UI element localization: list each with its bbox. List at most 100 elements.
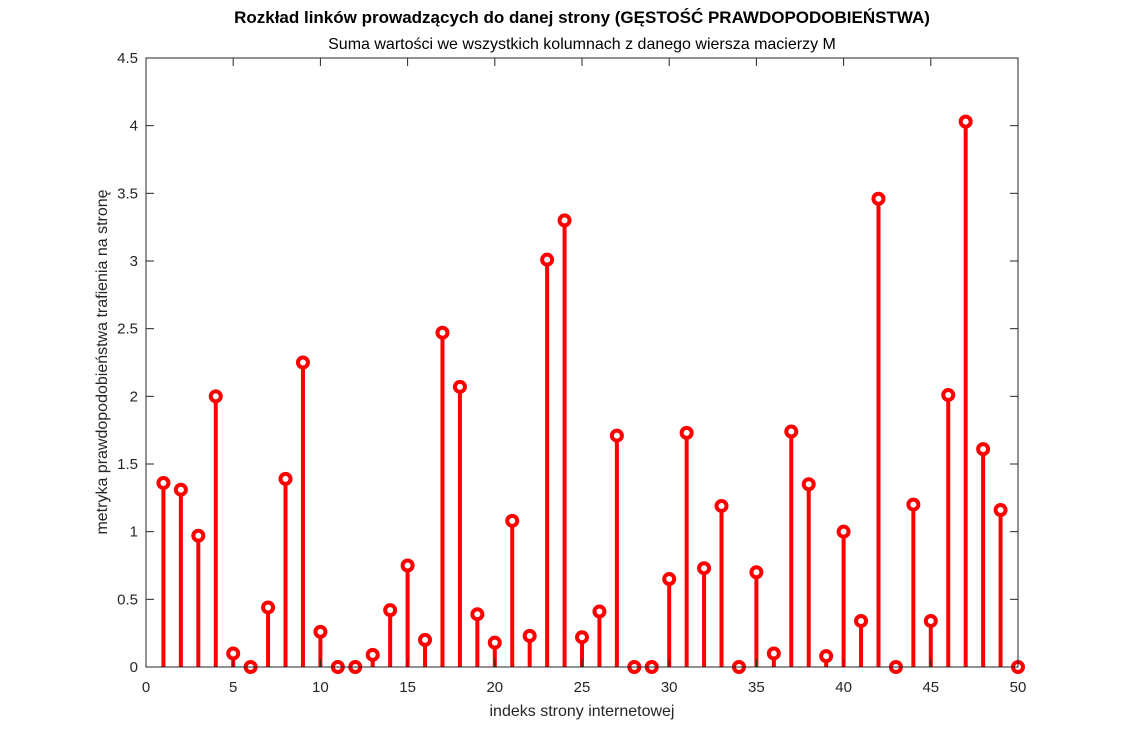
stem-series	[156, 114, 1025, 674]
stem-point	[766, 646, 781, 667]
stem-marker	[156, 475, 171, 490]
stem-point	[435, 325, 450, 667]
x-tick-label: 30	[661, 679, 678, 696]
stem-marker	[487, 635, 502, 650]
stem-point	[906, 497, 921, 667]
x-tick-label: 40	[835, 679, 852, 696]
stem-marker	[679, 425, 694, 440]
stem-marker	[575, 630, 589, 645]
stem-marker	[976, 442, 991, 457]
y-tick-label: 2	[130, 388, 138, 405]
stem-point	[452, 379, 467, 667]
stem-point	[592, 604, 607, 667]
stem-point	[191, 528, 206, 667]
stem-marker	[801, 477, 816, 492]
stem-point	[819, 649, 834, 667]
stem-marker	[592, 604, 607, 619]
stem-point	[261, 600, 276, 667]
stem-point	[784, 424, 799, 667]
y-tick-label: 4.5	[117, 50, 138, 67]
chart-title: Rozkład linków prowadzących do danej str…	[234, 8, 930, 27]
stem-marker	[697, 561, 712, 576]
x-tick-label: 20	[486, 679, 503, 696]
y-tick-label: 4	[130, 118, 138, 135]
stem-marker	[173, 482, 188, 497]
stem-marker	[784, 424, 799, 439]
stem-marker	[958, 114, 973, 129]
stem-point	[156, 475, 171, 667]
stem-marker	[906, 497, 921, 512]
stem-marker	[452, 379, 467, 394]
stem-marker	[208, 389, 223, 404]
stem-marker	[226, 646, 241, 661]
stem-marker	[819, 649, 834, 664]
stem-point	[383, 603, 398, 667]
x-axis-label: indeks strony internetowej	[490, 703, 675, 720]
stem-marker	[295, 355, 310, 370]
stem-marker	[470, 607, 485, 622]
x-tick-label: 25	[574, 679, 591, 696]
stem-marker	[923, 613, 938, 628]
stem-point	[801, 477, 816, 667]
stem-point	[540, 252, 555, 667]
stem-marker	[435, 325, 450, 340]
stem-point	[295, 355, 310, 667]
stem-point	[993, 503, 1008, 667]
stem-marker	[766, 646, 781, 661]
stem-point	[400, 558, 415, 667]
x-tick-label: 10	[312, 679, 329, 696]
stem-marker	[313, 624, 328, 639]
stem-marker	[941, 387, 956, 402]
stem-point	[505, 513, 520, 667]
y-tick-label: 3	[130, 253, 138, 270]
stem-point	[609, 428, 624, 667]
stem-marker	[993, 503, 1008, 518]
y-tick-label: 3.5	[117, 185, 138, 202]
stem-point	[941, 387, 956, 667]
x-tick-label: 15	[399, 679, 416, 696]
axes: 0 5 10 15 20 25 30 35 40 45 50 0 0.5 1 1.5 2 2.5 3 3.5 4 4.5	[117, 50, 1026, 696]
stem-marker	[854, 613, 869, 628]
x-tick-label: 5	[229, 679, 237, 696]
stem-point	[662, 572, 677, 667]
stem-marker	[540, 252, 555, 267]
stem-marker	[383, 603, 398, 618]
y-tick-label: 2.5	[117, 321, 138, 338]
stem-point	[854, 613, 869, 667]
stem-marker	[662, 572, 677, 587]
stem-marker	[749, 565, 764, 580]
stem-marker	[871, 191, 886, 206]
x-tick-label: 50	[1010, 679, 1027, 696]
stem-marker	[609, 428, 624, 443]
stem-marker	[522, 628, 537, 643]
stem-marker	[278, 471, 293, 486]
stem-point	[714, 498, 729, 667]
y-tick-label: 1	[130, 524, 138, 541]
stem-marker	[400, 558, 415, 573]
stem-point	[871, 191, 886, 667]
stem-marker	[191, 528, 206, 543]
chart-subtitle: Suma wartości we wszystkich kolumnach z …	[328, 36, 836, 53]
plot-area	[146, 58, 1018, 667]
stem-marker	[261, 600, 276, 615]
stem-point	[557, 213, 572, 667]
y-axis-label: metryka prawdopodobieństwa trafienia na …	[94, 189, 111, 534]
stem-point	[522, 628, 537, 667]
stem-point	[173, 482, 188, 667]
stem-point	[313, 624, 328, 667]
y-tick-label: 0	[130, 659, 138, 676]
stem-point	[697, 561, 712, 667]
stem-point	[679, 425, 694, 667]
stem-point	[976, 442, 991, 667]
stem-point	[958, 114, 973, 667]
stem-point	[836, 524, 851, 667]
stem-point	[470, 607, 485, 667]
stem-marker	[836, 524, 851, 539]
x-tick-label: 35	[748, 679, 765, 696]
stem-marker	[505, 513, 520, 528]
y-tick-label: 1.5	[117, 456, 138, 473]
y-tick-label: 0.5	[117, 591, 138, 608]
stem-marker	[365, 647, 380, 662]
